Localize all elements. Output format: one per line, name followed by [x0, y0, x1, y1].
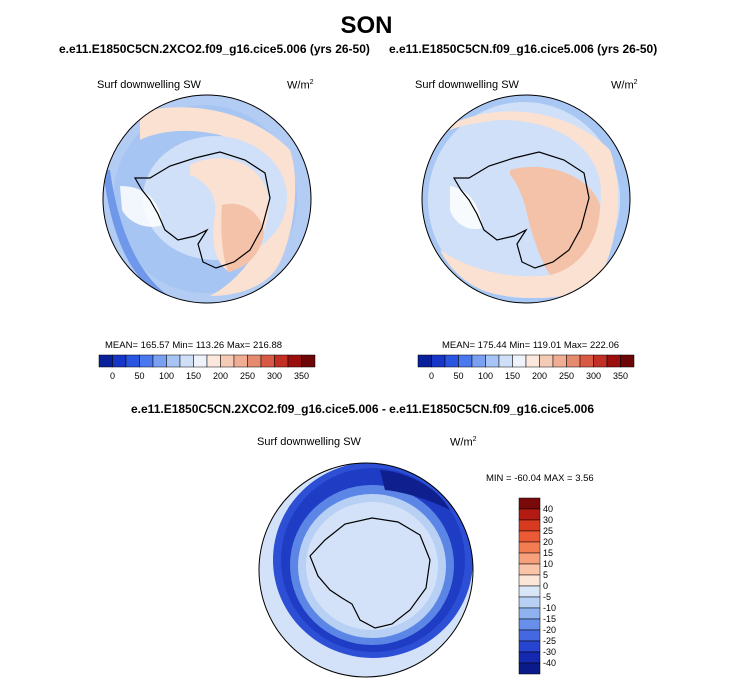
colorbar-2-box-0	[417, 354, 432, 368]
colorbar-1-box-0	[98, 354, 113, 368]
panel-2-variable-label: Surf downwelling SW	[415, 79, 519, 91]
colorbar-panel-1: 0 50 100 150 200 250 300 350	[98, 354, 316, 381]
colorbar-2-box-9	[539, 354, 554, 368]
panel-2-title: e.e11.E1850C5CN.f09_g16.cice5.006 (yrs 2…	[389, 42, 658, 56]
map-panel-1	[102, 94, 312, 304]
colorbar-3-box-2	[518, 519, 541, 532]
colorbar-2-box-2	[444, 354, 459, 368]
colorbar-3-box-1	[518, 508, 541, 521]
figure-title: SON	[340, 12, 393, 39]
colorbar-3-tick-label: 20	[543, 537, 553, 547]
colorbar-3-box-10	[518, 607, 541, 620]
colorbar-1-box-8	[206, 354, 221, 368]
colorbar-3-box-5	[518, 552, 541, 565]
colorbar-1-tick-label: 0	[110, 371, 115, 381]
colorbar-1-tick-label: 350	[294, 371, 309, 381]
colorbar-2-tick-label: 150	[505, 371, 520, 381]
colorbar-1-box-6	[179, 354, 194, 368]
colorbar-3-box-12	[518, 629, 541, 642]
colorbar-1-box-5	[166, 354, 181, 368]
colorbar-1-tick-label: 150	[186, 371, 201, 381]
colorbar-3-tick-label: -20	[543, 625, 556, 635]
colorbar-1-box-9	[220, 354, 235, 368]
colorbar-1-box-15	[301, 354, 316, 368]
colorbar-1-box-4	[152, 354, 167, 368]
colorbar-panel-2: 0 50 100 150 200 250 300 350	[417, 354, 635, 381]
colorbar-2-box-10	[552, 354, 567, 368]
panel-1-stats: MEAN= 165.57 Min= 113.26 Max= 216.88	[105, 340, 283, 351]
panel-3-title: e.e11.E1850C5CN.2XCO2.f09_g16.cice5.006 …	[131, 402, 594, 416]
colorbar-3-box-0	[518, 497, 541, 510]
colorbar-3-box-15	[518, 662, 541, 675]
colorbar-3-box-4	[518, 541, 541, 554]
colorbar-1-box-2	[125, 354, 140, 368]
colorbar-3-tick-label: -5	[543, 592, 551, 602]
colorbar-2-box-7	[512, 354, 527, 368]
colorbar-1-tick-label: 100	[159, 371, 174, 381]
colorbar-1-box-10	[233, 354, 248, 368]
colorbar-2-box-1	[431, 354, 446, 368]
colorbar-2-tick-label: 250	[559, 371, 574, 381]
colorbar-3-box-14	[518, 651, 541, 664]
colorbar-2-box-12	[579, 354, 594, 368]
colorbar-2-box-3	[458, 354, 473, 368]
colorbar-2-box-13	[593, 354, 608, 368]
colorbar-2-box-14	[606, 354, 621, 368]
map-panel-3	[258, 462, 474, 678]
colorbar-3-box-6	[518, 563, 541, 576]
colorbar-3-tick-label: 0	[543, 581, 548, 591]
colorbar-2-tick-label: 100	[478, 371, 493, 381]
colorbar-1-tick-label: 300	[267, 371, 282, 381]
colorbar-1-box-1	[112, 354, 127, 368]
panel-3-variable-label: Surf downwelling SW	[257, 436, 361, 448]
panel-1-title: e.e11.E1850C5CN.2XCO2.f09_g16.cice5.006 …	[59, 42, 370, 56]
colorbar-3-tick-label: -15	[543, 614, 556, 624]
colorbar-1-box-14	[287, 354, 302, 368]
colorbar-3-tick-label: -25	[543, 636, 556, 646]
colorbar-1-box-11	[247, 354, 262, 368]
colorbar-3-box-9	[518, 596, 541, 609]
colorbar-3-box-8	[518, 585, 541, 598]
colorbar-3-box-7	[518, 574, 541, 587]
colorbar-3-tick-label: 5	[543, 570, 548, 580]
colorbar-3-tick-label: -40	[543, 658, 556, 668]
colorbar-2-tick-label: 300	[586, 371, 601, 381]
colorbar-2-tick-label: 50	[453, 371, 463, 381]
colorbar-3-tick-label: 15	[543, 548, 553, 558]
colorbar-1-box-7	[193, 354, 208, 368]
colorbar-3-tick-label: 40	[543, 504, 553, 514]
colorbar-2-tick-label: 200	[532, 371, 547, 381]
colorbar-3-box-3	[518, 530, 541, 543]
colorbar-3-tick-label: 10	[543, 559, 553, 569]
colorbar-3-tick-label: 30	[543, 515, 553, 525]
colorbar-2-box-11	[566, 354, 581, 368]
colorbar-2-box-5	[485, 354, 500, 368]
colorbar-2-box-8	[525, 354, 540, 368]
panel-1-units: W/m2	[287, 79, 314, 92]
map-panel-2	[421, 94, 631, 304]
panel-1-variable-label: Surf downwelling SW	[97, 79, 201, 91]
colorbar-3-tick-label: 25	[543, 526, 553, 536]
panel-2-units: W/m2	[611, 79, 638, 92]
colorbar-3-box-13	[518, 640, 541, 653]
colorbar-2-tick-label: 350	[613, 371, 628, 381]
colorbar-1-box-13	[274, 354, 289, 368]
colorbar-3-tick-label: -30	[543, 647, 556, 657]
panel-3-units: W/m2	[450, 436, 477, 449]
colorbar-3-tick-label: -10	[543, 603, 556, 613]
colorbar-1-tick-label: 200	[213, 371, 228, 381]
colorbar-2-box-6	[498, 354, 513, 368]
panel-3-stats: MIN = -60.04 MAX = 3.56	[486, 473, 594, 484]
colorbar-3-box-11	[518, 618, 541, 631]
colorbar-1-box-3	[139, 354, 154, 368]
colorbar-2-box-15	[620, 354, 635, 368]
colorbar-1-box-12	[260, 354, 275, 368]
colorbar-2-box-4	[471, 354, 486, 368]
panel-2-stats: MEAN= 175.44 Min= 119.01 Max= 222.06	[442, 340, 620, 351]
colorbar-1-tick-label: 50	[134, 371, 144, 381]
colorbar-2-tick-label: 0	[429, 371, 434, 381]
colorbar-1-tick-label: 250	[240, 371, 255, 381]
